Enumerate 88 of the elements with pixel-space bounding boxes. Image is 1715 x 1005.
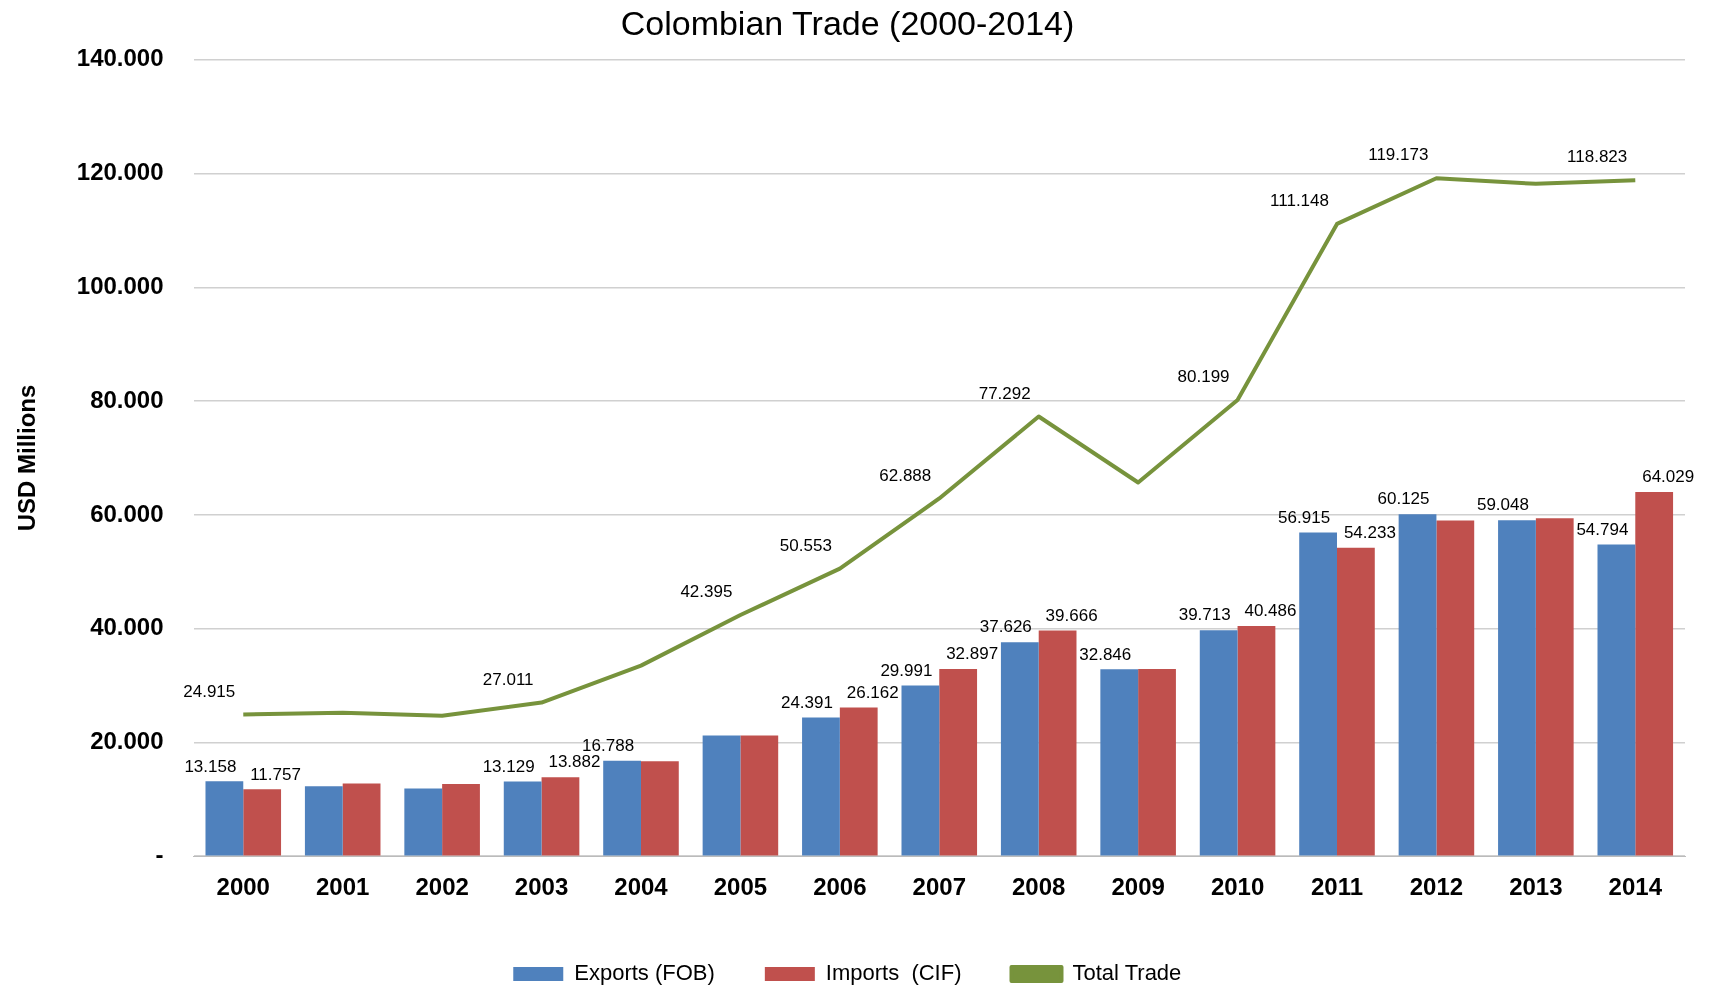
bar [640,761,679,856]
legend-label: Imports (CIF) [825,960,962,986]
x-tick-label: 2000 [216,873,270,901]
data-label: 80.199 [1177,367,1230,387]
x-tick-label: 2014 [1608,873,1663,901]
data-label: 29.991 [880,660,933,680]
bar [1299,532,1337,856]
bar [1597,544,1636,856]
data-label: 27.011 [482,669,534,689]
x-tick-label: 2012 [1409,873,1464,901]
data-label: 54.233 [1343,522,1396,542]
bar [342,783,381,856]
bar [442,783,480,856]
bar [740,735,779,856]
bar [404,788,443,856]
bar [1635,491,1674,856]
data-label: 59.048 [1476,495,1529,515]
bar [1498,520,1536,856]
x-tick-label: 2010 [1210,873,1265,901]
bar [1199,630,1238,856]
data-label: 54.794 [1576,519,1629,539]
data-label: 39.666 [1045,605,1098,625]
y-tick-label: 60.000 [90,499,164,527]
bar [541,777,580,856]
legend-label: Total Trade [1072,960,1182,986]
bar [503,781,542,856]
data-label: 62.888 [879,465,932,485]
x-tick-label: 2001 [316,873,370,901]
x-tick-label: 2005 [713,873,768,901]
data-label: 16.788 [582,735,635,755]
data-label: 24.915 [183,681,236,701]
data-label: 13.158 [184,756,237,776]
x-tick-label: 2011 [1310,873,1364,901]
y-axis-title: USD Millions [13,384,41,532]
data-label: 24.391 [780,692,833,712]
x-tick-label: 2004 [614,873,669,901]
x-tick-label: 2006 [813,873,867,901]
bar [802,717,840,856]
data-label: 40.486 [1244,601,1297,621]
bar [1398,514,1437,856]
data-label: 60.125 [1377,489,1430,509]
data-label: 118.823 [1567,147,1628,167]
bar [1100,669,1139,856]
data-label: 13.882 [548,752,601,772]
bar [1535,518,1574,856]
bar [205,781,244,856]
y-tick-label: 40.000 [90,613,164,641]
bar [939,669,978,856]
y-tick-label: 80.000 [90,385,164,413]
y-tick-label: - [155,840,164,868]
data-label: 32.897 [946,644,999,664]
data-label: 37.626 [979,617,1032,637]
bar [1138,669,1176,856]
data-label: 77.292 [978,383,1031,403]
data-label: 119.173 [1368,145,1429,165]
data-label: 26.162 [846,682,899,702]
bar [304,786,343,856]
bar [1237,625,1276,856]
bar [839,707,878,856]
y-tick-label: 120.000 [76,158,164,186]
y-tick-label: 20.000 [90,727,164,755]
data-label: 39.713 [1178,605,1231,625]
x-tick-label: 2013 [1509,873,1563,901]
data-label: 32.846 [1079,644,1132,664]
bar [901,685,940,856]
bar [1337,547,1375,856]
x-tick-label: 2008 [1012,873,1066,901]
x-tick-label: 2007 [912,873,966,901]
bar [1436,520,1475,856]
y-tick-label: 100.000 [76,271,164,299]
bar [1000,642,1039,856]
bar [702,735,741,856]
data-label: 111.148 [1270,191,1329,211]
data-label: 13.129 [482,756,535,776]
x-tick-label: 2002 [415,873,469,901]
data-label: 56.915 [1278,507,1331,527]
y-tick-label: 140.000 [76,44,164,72]
bar [1038,630,1077,856]
data-label: 64.029 [1642,467,1695,487]
data-label: 11.757 [250,764,301,784]
bar [243,789,282,856]
data-label: 42.395 [680,582,733,602]
x-tick-label: 2003 [514,873,569,901]
data-label: 50.553 [779,535,832,555]
legend-label: Exports (FOB) [574,960,715,986]
x-tick-label: 2009 [1111,873,1165,901]
bar [603,760,641,856]
chart-title: Colombian Trade (2000-2014) [620,3,1075,42]
